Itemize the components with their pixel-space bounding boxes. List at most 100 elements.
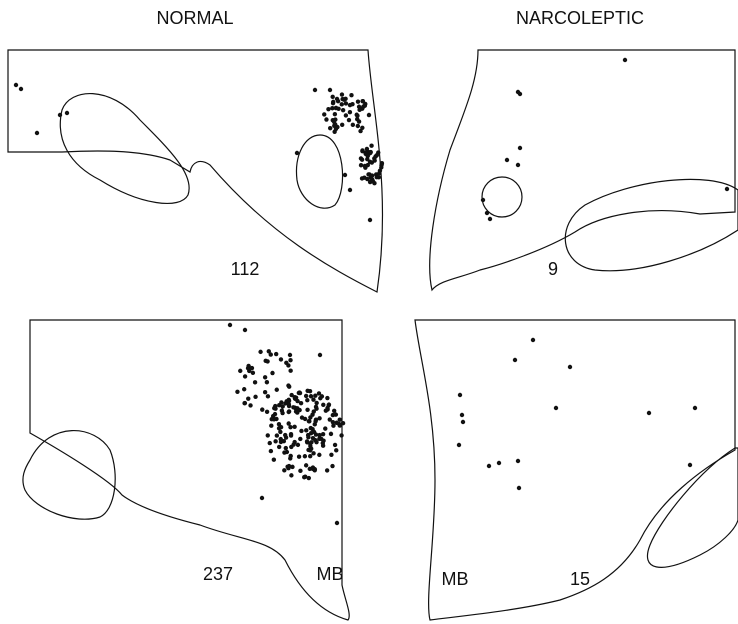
cell-dot — [313, 437, 318, 443]
region-label: MB — [442, 569, 469, 589]
cell-dot — [337, 417, 342, 422]
cell-dot — [327, 87, 333, 93]
cell-dot — [359, 157, 365, 162]
cell-dot — [299, 415, 305, 420]
cell-dot — [306, 447, 311, 453]
cell-dot — [307, 419, 312, 424]
cell-dot — [288, 424, 293, 430]
cell-dot — [484, 210, 490, 216]
cell-dot — [311, 409, 316, 414]
cell-count: 9 — [548, 259, 558, 279]
cell-dot — [274, 433, 280, 438]
cell-dot — [288, 453, 293, 459]
cell-dot — [347, 110, 353, 115]
section-outline — [29, 319, 350, 621]
cell-dot — [460, 419, 466, 425]
cell-dot — [320, 431, 326, 437]
cell-dot — [305, 388, 310, 393]
cell-dot — [265, 433, 270, 438]
cell-dot — [289, 473, 294, 478]
cell-dot — [350, 101, 355, 107]
cell-dot — [516, 485, 522, 491]
cell-dot — [260, 407, 265, 412]
cell-dot — [327, 125, 333, 131]
cell-dot — [326, 402, 332, 407]
cell-dot — [622, 57, 628, 63]
cell-dot — [369, 173, 375, 178]
structure-outline — [481, 176, 523, 218]
cell-dot — [13, 82, 19, 88]
cell-dot — [245, 365, 251, 371]
cell-dot — [64, 110, 70, 116]
cell-dot — [316, 391, 322, 396]
cell-dot — [290, 464, 295, 470]
cell-dot — [304, 428, 309, 433]
cell-dot — [317, 452, 322, 458]
cell-dot — [339, 92, 345, 97]
cell-dot — [311, 451, 316, 456]
cell-dot — [329, 452, 334, 457]
cell-dot — [374, 174, 379, 180]
cell-dot — [265, 359, 270, 364]
cell-dot — [340, 420, 346, 426]
cell-dot — [271, 457, 277, 462]
cell-dot — [512, 357, 518, 363]
cell-dot — [692, 405, 698, 411]
cell-dot — [282, 468, 287, 473]
cell-dot — [349, 92, 354, 98]
cell-dot — [487, 216, 493, 222]
cell-dot — [340, 107, 346, 113]
cell-dot — [268, 448, 274, 454]
cell-dot — [325, 395, 330, 401]
cell-dot — [242, 400, 248, 406]
cell-dot — [363, 151, 368, 157]
cell-dot — [291, 405, 296, 410]
structure-outline — [646, 447, 738, 568]
cell-dot — [317, 352, 323, 358]
cell-dot — [298, 400, 304, 406]
cell-dot — [270, 370, 275, 376]
cell-dot — [333, 412, 339, 417]
cell-dot — [280, 410, 285, 416]
cell-dot — [18, 86, 24, 92]
cell-dot — [364, 146, 370, 152]
section-outline — [414, 319, 736, 621]
cell-dot — [367, 159, 373, 164]
cell-dot — [459, 412, 465, 418]
cell-dot — [339, 102, 344, 107]
cell-dot — [292, 424, 297, 430]
cell-dot — [298, 468, 303, 474]
cell-dot — [322, 112, 327, 117]
cell-dot — [289, 392, 294, 398]
cell-dot — [305, 398, 310, 403]
cell-dot — [358, 163, 364, 168]
cell-dot — [262, 375, 268, 380]
cell-dot — [250, 370, 256, 376]
cell-dot — [274, 416, 279, 422]
cell-dot — [325, 407, 330, 412]
cell-dot — [363, 165, 368, 170]
cell-dot — [332, 442, 338, 448]
cell-dot — [242, 374, 248, 379]
cell-dot — [333, 105, 339, 111]
cell-dot — [265, 394, 271, 399]
cell-dot — [330, 106, 335, 111]
cell-dot — [311, 397, 316, 402]
cell-dot — [358, 128, 363, 134]
cell-dot — [306, 475, 312, 481]
cell-dot — [646, 410, 652, 416]
cell-dot — [360, 98, 366, 104]
cell-dot — [313, 393, 318, 398]
region-label: MB — [317, 564, 344, 584]
cell-dot — [318, 396, 323, 401]
cell-dot — [288, 358, 293, 363]
cell-dot — [297, 407, 302, 413]
cell-dot — [343, 113, 349, 118]
cell-dot — [335, 124, 340, 130]
cell-dot — [288, 433, 294, 438]
cell-dot — [34, 130, 40, 136]
cell-dot — [517, 145, 523, 151]
cell-dot — [368, 150, 373, 156]
cell-dot — [372, 158, 377, 163]
